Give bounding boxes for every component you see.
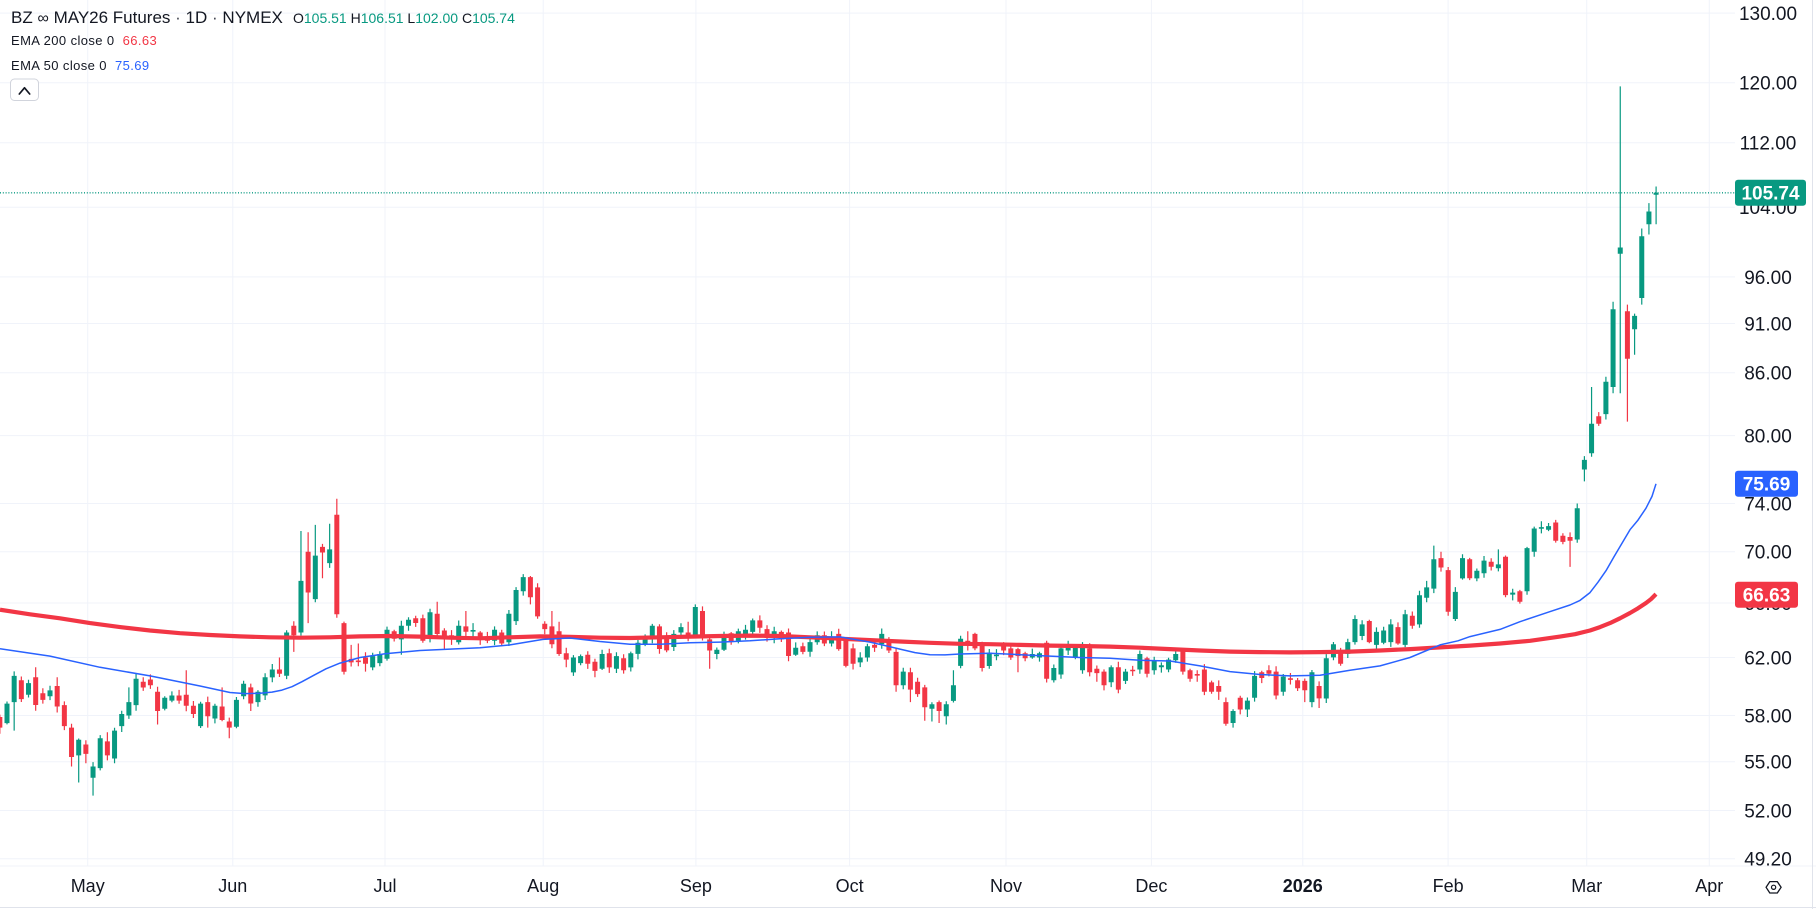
svg-text:58.00: 58.00 (1744, 706, 1792, 727)
svg-text:96.00: 96.00 (1744, 268, 1792, 289)
svg-text:Sep: Sep (680, 876, 712, 896)
svg-text:130.00: 130.00 (1739, 4, 1797, 25)
svg-text:Nov: Nov (990, 876, 1022, 896)
svg-text:74.00: 74.00 (1744, 494, 1792, 515)
svg-text:Aug: Aug (527, 876, 559, 896)
svg-text:BZ ∞ MAY26 Futures · 1D · NYME: BZ ∞ MAY26 Futures · 1D · NYMEX (11, 8, 283, 27)
svg-text:70.00: 70.00 (1744, 543, 1792, 564)
svg-text:Jul: Jul (373, 876, 396, 896)
svg-text:86.00: 86.00 (1744, 364, 1792, 385)
svg-text:66.63: 66.63 (1743, 586, 1791, 607)
svg-text:52.00: 52.00 (1744, 801, 1792, 822)
svg-text:49.20: 49.20 (1744, 850, 1792, 871)
svg-text:62.00: 62.00 (1744, 648, 1792, 669)
svg-text:112.00: 112.00 (1740, 134, 1797, 155)
svg-text:EMA 50 close 0 75.69: EMA 50 close 0 75.69 (11, 58, 150, 73)
svg-text:120.00: 120.00 (1739, 74, 1797, 95)
svg-text:O105.51 H106.51 L102.00 C105.7: O105.51 H106.51 L102.00 C105.74 (293, 10, 515, 26)
svg-text:Dec: Dec (1135, 876, 1167, 896)
svg-text:80.00: 80.00 (1744, 427, 1792, 448)
svg-text:75.69: 75.69 (1743, 475, 1791, 496)
svg-text:Feb: Feb (1433, 876, 1464, 896)
svg-text:Jun: Jun (218, 876, 247, 896)
svg-text:Apr: Apr (1695, 876, 1723, 896)
svg-text:55.00: 55.00 (1744, 753, 1792, 774)
svg-text:EMA 200 close 0 66.63: EMA 200 close 0 66.63 (11, 33, 157, 48)
svg-text:Oct: Oct (836, 876, 864, 896)
svg-text:May: May (71, 876, 105, 896)
svg-text:91.00: 91.00 (1744, 314, 1792, 335)
svg-text:Mar: Mar (1571, 876, 1602, 896)
svg-text:2026: 2026 (1283, 876, 1323, 896)
svg-text:105.74: 105.74 (1741, 184, 1800, 205)
